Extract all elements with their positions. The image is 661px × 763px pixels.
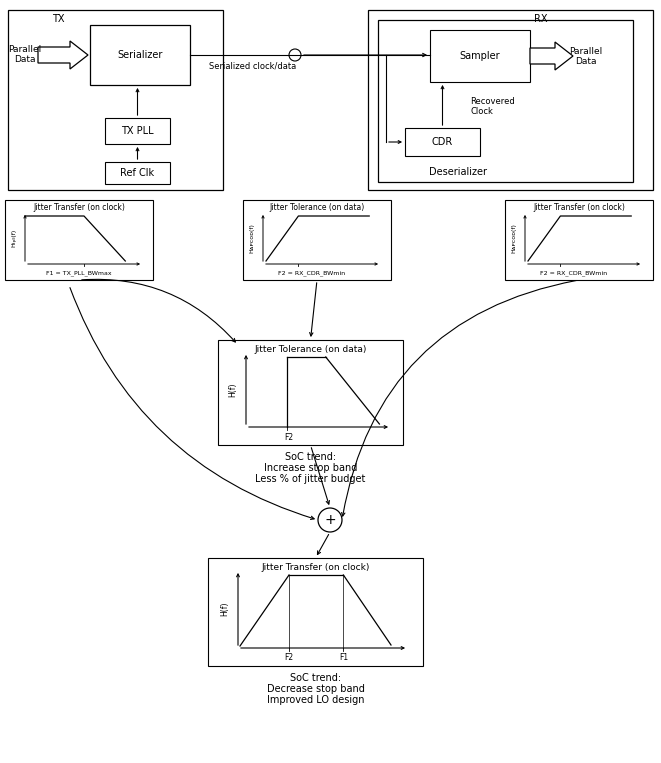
Text: +: + (324, 513, 336, 527)
Text: Parallel: Parallel (569, 47, 603, 56)
Text: TX PLL: TX PLL (121, 126, 154, 136)
Text: Serialized clock/data: Serialized clock/data (209, 62, 296, 70)
Text: SoC trend:: SoC trend: (285, 452, 336, 462)
Text: SoC trend:: SoC trend: (290, 673, 341, 683)
Text: Jitter Transfer (on clock): Jitter Transfer (on clock) (33, 204, 125, 213)
Text: Sampler: Sampler (459, 51, 500, 61)
Text: Jitter Transfer (on clock): Jitter Transfer (on clock) (533, 204, 625, 213)
Text: Less % of jitter budget: Less % of jitter budget (255, 474, 366, 484)
Bar (8, 10, 223, 190)
Text: H(f): H(f) (229, 382, 237, 397)
Bar (208, 558, 423, 666)
Text: Data: Data (575, 56, 597, 66)
Text: F2: F2 (284, 433, 293, 442)
Bar (243, 200, 391, 280)
Text: F2 = RX_CDR_BWmin: F2 = RX_CDR_BWmin (278, 270, 346, 276)
Bar (505, 200, 653, 280)
Bar (405, 128, 480, 156)
Bar (368, 10, 653, 190)
Text: F2 = RX_CDR_BWmin: F2 = RX_CDR_BWmin (541, 270, 607, 276)
Text: Serializer: Serializer (117, 50, 163, 60)
Text: Increase stop band: Increase stop band (264, 463, 357, 473)
Bar (430, 30, 530, 82)
Text: Ref Clk: Ref Clk (120, 168, 155, 178)
Text: TX: TX (52, 14, 64, 24)
Text: Hₜₚₗₗ(f): Hₜₚₗₗ(f) (11, 229, 17, 247)
Bar (105, 118, 170, 144)
Text: H(f): H(f) (221, 602, 229, 617)
Text: Recovered: Recovered (471, 98, 516, 107)
Text: Improved LO design: Improved LO design (267, 695, 364, 705)
Text: Jitter Tolerance (on data): Jitter Tolerance (on data) (254, 345, 367, 353)
Polygon shape (530, 42, 573, 70)
Text: Data: Data (15, 56, 36, 65)
Text: CDR: CDR (432, 137, 453, 147)
Text: Jitter Transfer (on clock): Jitter Transfer (on clock) (261, 562, 369, 571)
Text: F1: F1 (339, 652, 348, 662)
Bar (5, 200, 153, 280)
Bar (218, 340, 403, 445)
Polygon shape (38, 41, 88, 69)
Text: Jitter Tolerance (on data): Jitter Tolerance (on data) (270, 204, 365, 213)
Text: Decrease stop band: Decrease stop band (266, 684, 364, 694)
Text: RX: RX (533, 14, 547, 24)
Text: Deserializer: Deserializer (429, 167, 487, 177)
Text: Parallel: Parallel (9, 46, 42, 54)
Text: F2: F2 (284, 652, 293, 662)
Bar (105, 162, 170, 184)
Text: Hᴀᴘᴄᴏᴅ(f): Hᴀᴘᴄᴏᴅ(f) (512, 223, 516, 253)
Bar (378, 20, 633, 182)
Bar (90, 25, 190, 85)
Text: Hᴀᴘᴄᴏᴅ(f): Hᴀᴘᴄᴏᴅ(f) (249, 223, 254, 253)
Text: F1 = TX_PLL_BWmax: F1 = TX_PLL_BWmax (46, 270, 112, 276)
Text: Clock: Clock (471, 107, 493, 115)
